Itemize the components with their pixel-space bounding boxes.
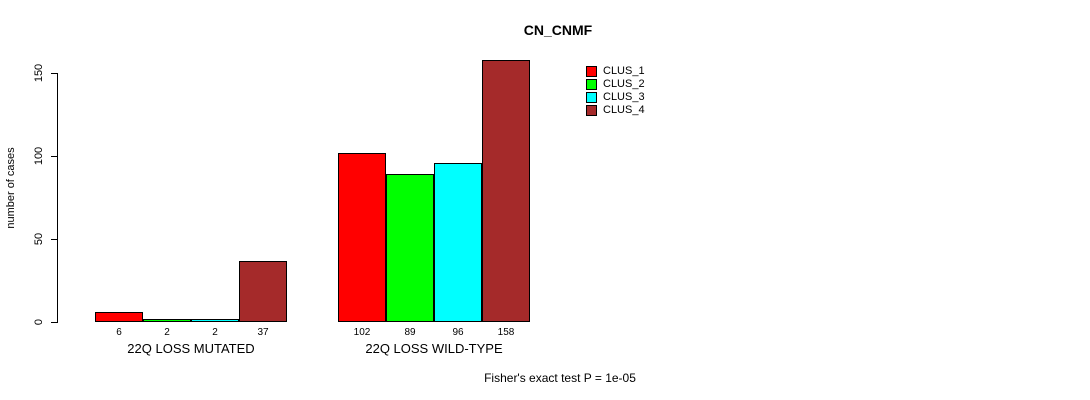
bar-CLUS_1-22q-loss-mutated: [95, 312, 143, 322]
legend-swatch-CLUS_1: [586, 66, 597, 77]
y-axis-tick-label: 50: [33, 232, 45, 246]
legend-swatch-CLUS_3: [586, 92, 597, 103]
y-axis-tick-label: 100: [33, 146, 45, 166]
y-axis-tick: [51, 156, 57, 157]
legend-label-CLUS_2: CLUS_2: [603, 78, 645, 90]
bar-CLUS_3-22q-loss-mutated: [191, 319, 239, 322]
bar-value-label: 2: [212, 327, 218, 338]
y-axis-tick-label: 0: [33, 318, 45, 326]
bar-CLUS_3-22q-loss-wild-type: [434, 163, 482, 322]
bar-CLUS_2-22q-loss-wild-type: [386, 174, 434, 322]
legend-swatch-CLUS_2: [586, 79, 597, 90]
legend-label-CLUS_3: CLUS_3: [603, 91, 645, 103]
x-axis-group-label: 22Q LOSS MUTATED: [127, 341, 255, 356]
legend-swatch-CLUS_4: [586, 105, 597, 116]
bar-value-label: 2: [164, 327, 170, 338]
bar-CLUS_1-22q-loss-wild-type: [338, 153, 386, 322]
bar-CLUS_2-22q-loss-mutated: [143, 319, 191, 322]
bar-value-label: 89: [404, 327, 416, 338]
bar-CLUS_4-22q-loss-wild-type: [482, 60, 530, 322]
chart-title: CN_CNMF: [523, 22, 593, 38]
legend-label-CLUS_4: CLUS_4: [603, 104, 645, 116]
bar-value-label: 6: [116, 327, 122, 338]
y-axis-tick-label: 150: [33, 63, 45, 83]
bar-CLUS_4-22q-loss-mutated: [239, 261, 287, 322]
y-axis-line: [57, 73, 58, 323]
y-axis-tick: [51, 239, 57, 240]
legend-label-CLUS_1: CLUS_1: [603, 65, 645, 77]
x-axis-group-label: 22Q LOSS WILD-TYPE: [365, 341, 503, 356]
bar-value-label: 96: [452, 327, 464, 338]
y-axis-tick: [51, 73, 57, 74]
bar-value-label: 37: [257, 327, 269, 338]
y-axis-tick: [51, 322, 57, 323]
bar-value-label: 102: [353, 327, 371, 338]
bar-value-label: 158: [497, 327, 515, 338]
annotation-text: Fisher's exact test P = 1e-05: [484, 371, 636, 385]
